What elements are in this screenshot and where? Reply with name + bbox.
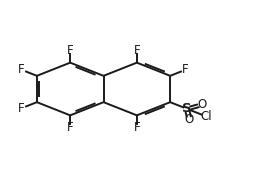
Text: S: S [182, 102, 192, 115]
Text: F: F [134, 44, 140, 57]
Text: O: O [185, 113, 194, 126]
Text: F: F [67, 44, 74, 57]
Text: F: F [18, 102, 25, 115]
Text: Cl: Cl [200, 110, 212, 123]
Text: F: F [18, 63, 25, 76]
Text: O: O [197, 98, 206, 111]
Text: F: F [67, 121, 74, 134]
Text: F: F [182, 63, 189, 76]
Text: F: F [134, 121, 140, 134]
